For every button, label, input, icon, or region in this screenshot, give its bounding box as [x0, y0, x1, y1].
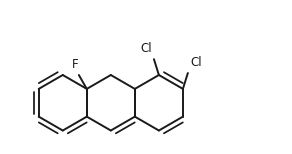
Text: Cl: Cl: [190, 56, 201, 69]
Text: Cl: Cl: [140, 42, 152, 55]
Text: F: F: [72, 58, 78, 71]
